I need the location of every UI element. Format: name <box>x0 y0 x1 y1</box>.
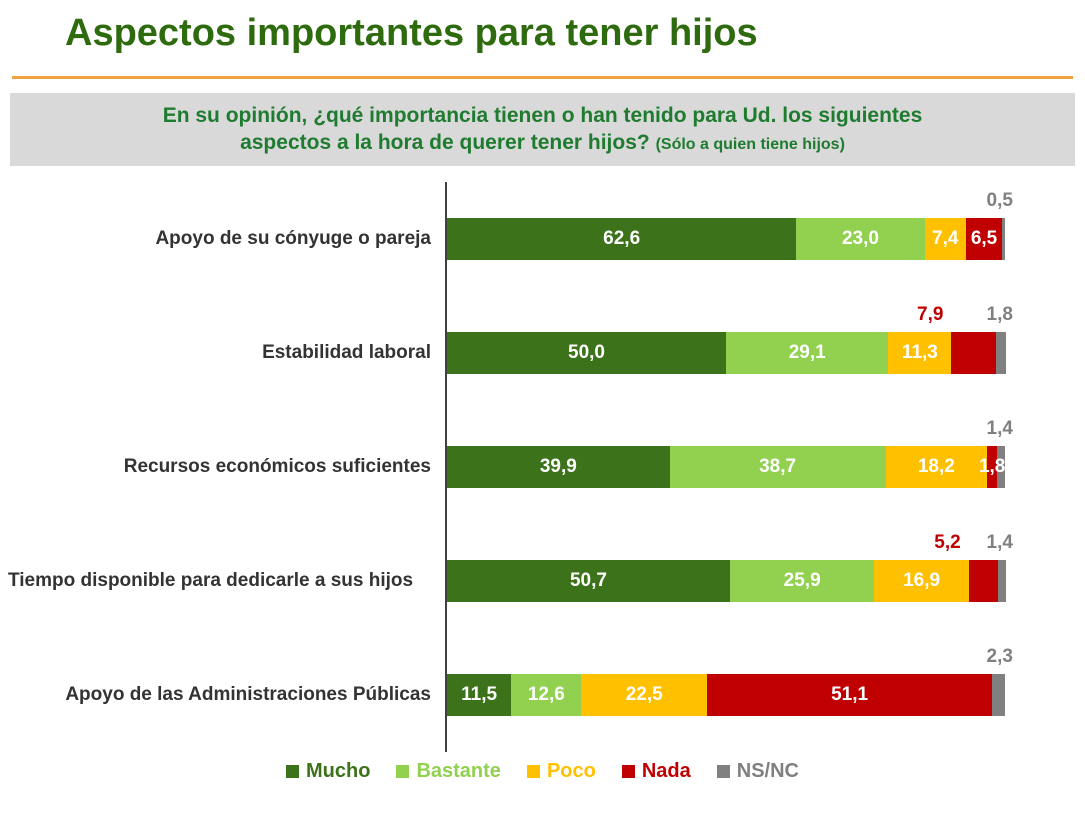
bar-segment-mucho: 11,5 <box>447 674 512 717</box>
value-label-above: 5,2 <box>934 532 961 554</box>
bar-segment-ns-nc <box>1002 218 1005 261</box>
bar-segment-ns-nc <box>992 674 1005 717</box>
legend-label: Bastante <box>416 760 501 783</box>
page-title: Aspectos importantes para tener hijos <box>65 12 758 54</box>
question-line2-text: aspectos a la hora de querer tener hijos… <box>240 130 650 154</box>
bar-segment-mucho: 50,7 <box>447 560 730 603</box>
chart-row-recursos-econ-micos-suficientes: Recursos económicos suficientes 1,4 39,9 38… <box>0 410 1085 525</box>
legend-item-poco: Poco <box>526 760 596 783</box>
legend-swatch <box>286 765 300 779</box>
legend-swatch <box>526 765 540 779</box>
bar-segment-poco: 18,2 <box>885 446 988 489</box>
value-label: 25,9 <box>783 570 821 592</box>
chart-row-apoyo-de-las-administraciones-p-blicas: Apoyo de las Administraciones Públicas 2,… <box>0 638 1085 753</box>
bar-track: 2,3 11,5 12,6 22,5 51,1 <box>445 638 1013 753</box>
bar-segment-mucho: 50,0 <box>447 332 726 375</box>
value-label: 11,3 <box>901 342 938 364</box>
bar-track: 0,5 62,6 23,0 7,4 6,5 <box>445 182 1013 297</box>
chart-row-estabilidad-laboral: Estabilidad laboral 7,9 1,8 50,0 29,1 11,3 <box>0 296 1085 411</box>
value-label: 11,5 <box>461 684 498 706</box>
value-label: 23,0 <box>841 228 879 250</box>
bar-segment-poco: 16,9 <box>874 560 969 603</box>
legend-label: Nada <box>641 760 691 783</box>
stacked-bar: 62,6 23,0 7,4 6,5 <box>447 218 1005 261</box>
category-label: Tiempo disponible para dedicarle a sus h… <box>8 569 414 591</box>
bar-segment-nada <box>968 560 998 603</box>
value-label-above: 7,9 <box>917 304 944 326</box>
bar-segment-poco: 22,5 <box>581 674 707 717</box>
chart-row-apoyo-de-su-c-nyuge-o-pareja: Apoyo de su cónyuge o pareja 0,5 62,6 23,0 7… <box>0 182 1085 297</box>
bar-segment-poco: 7,4 <box>924 218 966 261</box>
value-label: 38,7 <box>759 456 797 478</box>
bar-segment-nada: 1,8 <box>979 446 1005 489</box>
value-label: 29,1 <box>788 342 826 364</box>
value-label: 39,9 <box>539 456 577 478</box>
question-line2: aspectos a la hora de querer tener hijos… <box>24 129 1061 156</box>
bar-segment-nada: 51,1 <box>707 674 993 717</box>
value-label: 6,5 <box>970 228 998 250</box>
legend-swatch <box>716 765 730 779</box>
bar-segment-mucho: 39,9 <box>447 446 670 489</box>
category-label: Apoyo de las Administraciones Públicas <box>65 683 431 705</box>
page: Aspectos importantes para tener hijos En… <box>0 12 1085 837</box>
value-label: 7,4 <box>932 228 959 250</box>
category-label: Recursos económicos suficientes <box>123 455 431 477</box>
value-label: 51,1 <box>831 684 869 706</box>
bar-segment-nada <box>951 332 996 375</box>
bar-segment-bastante: 23,0 <box>796 218 925 261</box>
bar-track: 5,2 1,4 50,7 25,9 16,9 <box>445 524 1013 639</box>
stacked-bar: 50,7 25,9 16,9 <box>447 560 1006 603</box>
legend-item-mucho: Mucho <box>286 760 370 783</box>
bar-segment-bastante: 29,1 <box>726 332 889 375</box>
bar-segment-bastante: 12,6 <box>511 674 582 717</box>
value-label-above: 2,3 <box>986 646 1013 668</box>
legend-label: NS/NC <box>736 760 799 783</box>
value-label-above: 0,5 <box>986 190 1013 212</box>
bar-segment-bastante: 25,9 <box>729 560 875 603</box>
question-note: (Sólo a quien tiene hijos) <box>655 135 845 153</box>
value-label: 62,6 <box>603 228 641 250</box>
stacked-bar: 11,5 12,6 22,5 51,1 <box>447 674 1005 717</box>
bar-segment-ns-nc <box>997 446 1005 489</box>
value-label: 50,0 <box>568 342 605 364</box>
bar-segment-ns-nc <box>995 332 1006 375</box>
value-label: 50,7 <box>569 570 607 592</box>
legend-swatch <box>396 765 410 779</box>
value-label-above: 1,4 <box>986 532 1013 554</box>
stacked-bar-chart: Apoyo de su cónyuge o pareja 0,5 62,6 23,0 7… <box>0 182 1085 753</box>
chart-row-tiempo-disponible-para-dedicarle-a-sus-hijos: Tiempo disponible para dedicarle a sus h… <box>0 524 1085 639</box>
stacked-bar: 50,0 29,1 11,3 <box>447 332 1006 375</box>
value-label-above: 1,8 <box>986 304 1013 326</box>
legend-swatch <box>621 765 635 779</box>
title-divider <box>12 75 1073 79</box>
bar-track: 7,9 1,8 50,0 29,1 11,3 <box>445 296 1013 411</box>
value-label: 12,6 <box>527 684 565 706</box>
question-line1: En su opinión, ¿qué importancia tienen o… <box>162 103 923 127</box>
legend-item-ns-nc: NS/NC <box>716 760 799 783</box>
value-label-above: 1,4 <box>986 418 1013 440</box>
legend-item-bastante: Bastante <box>396 760 501 783</box>
bar-segment-bastante: 38,7 <box>669 446 886 489</box>
value-label: 16,9 <box>903 570 941 592</box>
category-label: Estabilidad laboral <box>262 341 431 363</box>
value-label: 22,5 <box>625 684 663 706</box>
bar-segment-ns-nc <box>997 560 1006 603</box>
bar-segment-poco: 11,3 <box>888 332 952 375</box>
bar-segment-mucho: 62,6 <box>447 218 797 261</box>
value-label: 18,2 <box>917 456 955 478</box>
legend: Mucho Bastante Poco Nada NS/NC <box>0 760 1085 783</box>
category-label: Apoyo de su cónyuge o pareja <box>155 227 431 249</box>
bar-segment-nada: 6,5 <box>965 218 1003 261</box>
value-label: 1,8 <box>978 456 1006 478</box>
legend-label: Mucho <box>306 760 371 783</box>
legend-item-nada: Nada <box>621 760 691 783</box>
bar-track: 1,4 39,9 38,7 18,2 1,8 <box>445 410 1013 525</box>
legend-label: Poco <box>546 760 596 783</box>
stacked-bar: 39,9 38,7 18,2 1,8 <box>447 446 1005 489</box>
question-box: En su opinión, ¿qué importancia tienen o… <box>10 92 1075 167</box>
